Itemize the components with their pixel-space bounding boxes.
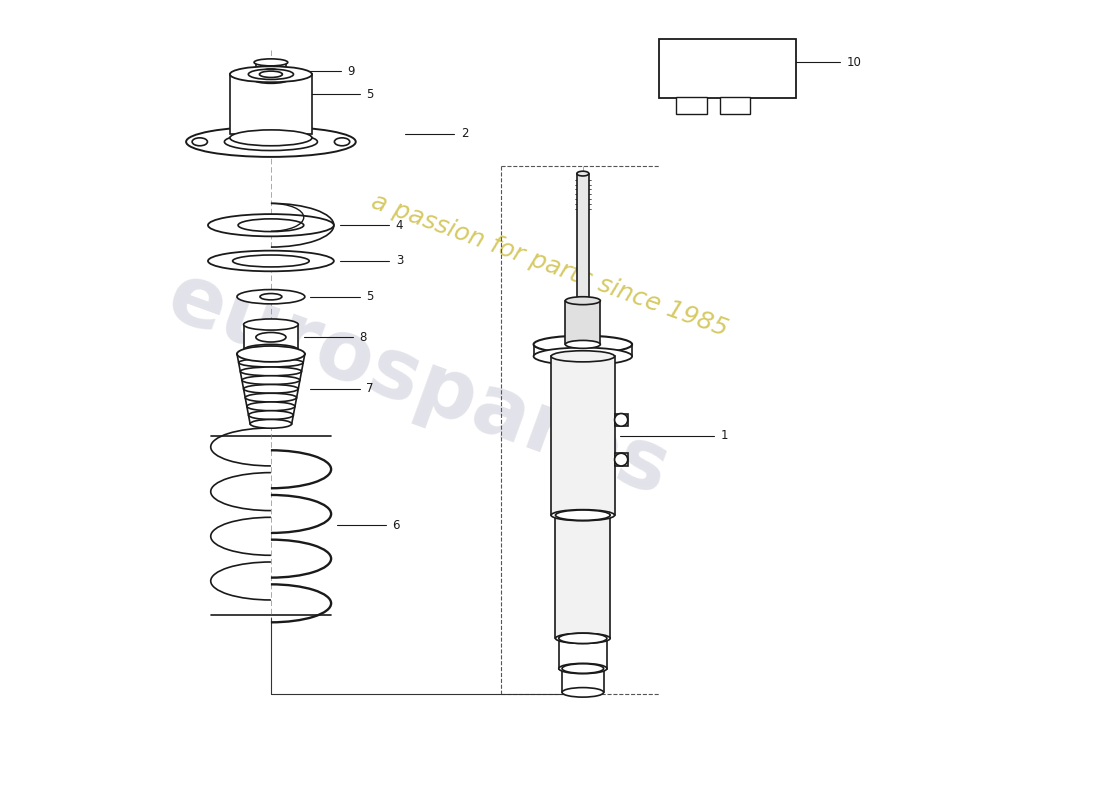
Ellipse shape bbox=[240, 367, 301, 376]
Text: a passion for parts since 1985: a passion for parts since 1985 bbox=[368, 189, 732, 341]
Ellipse shape bbox=[256, 333, 286, 342]
Bar bbox=[255, 62, 286, 80]
Ellipse shape bbox=[236, 350, 305, 358]
Text: 6: 6 bbox=[393, 518, 400, 532]
Text: 1: 1 bbox=[720, 430, 728, 442]
Bar bbox=[615, 454, 628, 466]
Bar bbox=[576, 174, 588, 305]
Ellipse shape bbox=[334, 138, 350, 146]
Text: 4: 4 bbox=[396, 218, 404, 232]
Ellipse shape bbox=[551, 510, 615, 521]
Text: 2: 2 bbox=[461, 127, 469, 140]
Bar bbox=[559, 638, 607, 669]
Ellipse shape bbox=[246, 402, 295, 410]
Ellipse shape bbox=[192, 138, 208, 146]
Ellipse shape bbox=[208, 250, 333, 271]
Ellipse shape bbox=[551, 350, 615, 362]
Ellipse shape bbox=[565, 297, 601, 305]
Bar bbox=[615, 414, 628, 426]
Ellipse shape bbox=[260, 294, 282, 300]
Ellipse shape bbox=[254, 76, 288, 83]
Ellipse shape bbox=[243, 319, 298, 330]
Bar bbox=[551, 356, 615, 515]
Ellipse shape bbox=[186, 126, 355, 157]
Ellipse shape bbox=[576, 171, 588, 176]
Ellipse shape bbox=[260, 71, 283, 78]
Bar bbox=[230, 74, 312, 134]
Text: 7: 7 bbox=[366, 382, 374, 395]
Ellipse shape bbox=[534, 336, 632, 353]
Bar bbox=[243, 325, 298, 350]
Text: 3: 3 bbox=[396, 254, 403, 267]
Text: 5: 5 bbox=[366, 290, 374, 303]
Ellipse shape bbox=[232, 255, 309, 267]
Text: 10: 10 bbox=[847, 56, 861, 69]
Ellipse shape bbox=[236, 346, 305, 362]
Ellipse shape bbox=[230, 66, 312, 82]
Ellipse shape bbox=[615, 414, 628, 426]
Ellipse shape bbox=[250, 419, 292, 428]
Ellipse shape bbox=[243, 344, 298, 355]
Ellipse shape bbox=[245, 394, 297, 402]
Ellipse shape bbox=[562, 664, 604, 674]
Ellipse shape bbox=[236, 290, 305, 304]
Ellipse shape bbox=[559, 633, 607, 643]
Bar bbox=[556, 515, 610, 638]
Ellipse shape bbox=[562, 687, 604, 697]
Ellipse shape bbox=[242, 376, 300, 385]
Ellipse shape bbox=[556, 633, 610, 643]
Ellipse shape bbox=[236, 87, 305, 102]
Ellipse shape bbox=[565, 341, 601, 348]
Ellipse shape bbox=[534, 347, 632, 365]
Bar bbox=[659, 38, 796, 98]
Ellipse shape bbox=[239, 358, 304, 367]
Ellipse shape bbox=[230, 130, 312, 146]
Ellipse shape bbox=[615, 454, 628, 466]
Bar bbox=[675, 97, 706, 114]
Ellipse shape bbox=[249, 410, 294, 419]
Ellipse shape bbox=[249, 69, 294, 79]
Bar bbox=[719, 97, 750, 114]
Text: 9: 9 bbox=[348, 65, 355, 78]
Text: 8: 8 bbox=[360, 330, 367, 344]
Ellipse shape bbox=[260, 91, 282, 98]
Ellipse shape bbox=[238, 219, 304, 231]
Bar bbox=[565, 301, 601, 344]
Text: eurospares: eurospares bbox=[157, 256, 681, 513]
Ellipse shape bbox=[224, 133, 318, 150]
Ellipse shape bbox=[208, 214, 333, 236]
Ellipse shape bbox=[264, 69, 278, 74]
Text: 5: 5 bbox=[366, 88, 374, 101]
Ellipse shape bbox=[556, 510, 610, 520]
Ellipse shape bbox=[243, 385, 298, 394]
Bar bbox=[562, 669, 604, 692]
Ellipse shape bbox=[254, 59, 288, 66]
Ellipse shape bbox=[559, 663, 607, 674]
